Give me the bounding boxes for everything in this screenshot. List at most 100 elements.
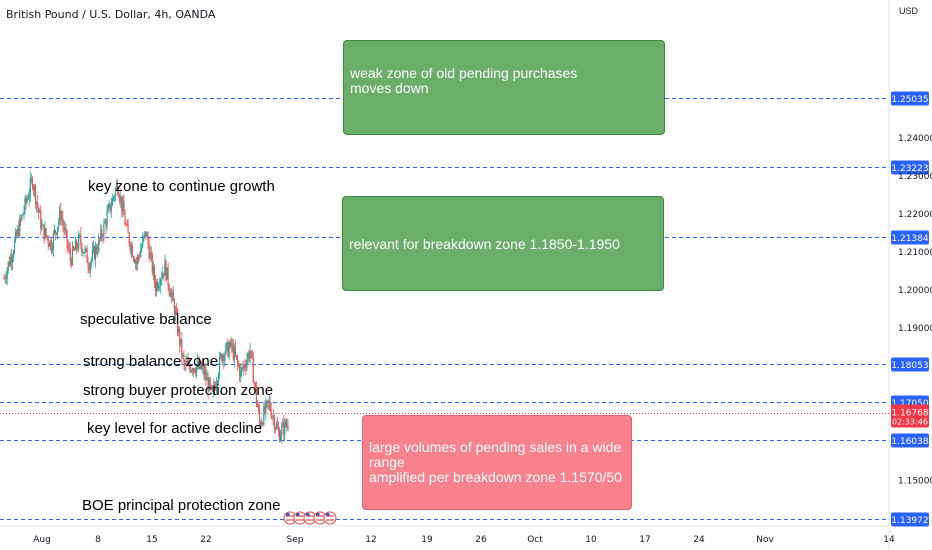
candle-body bbox=[109, 203, 111, 212]
candle-body bbox=[49, 240, 51, 247]
candle-body bbox=[36, 202, 38, 205]
candle-body bbox=[251, 351, 253, 359]
candle-body bbox=[261, 422, 263, 426]
candle-body bbox=[133, 258, 135, 263]
time-tick-label: 8 bbox=[95, 535, 101, 545]
candle-body bbox=[102, 236, 104, 238]
note-box-breakdown-zone[interactable]: relevant for breakdown zone 1.1850-1.195… bbox=[342, 196, 664, 291]
flag-canton bbox=[296, 513, 300, 516]
current-price-label bbox=[891, 404, 929, 428]
candle-body bbox=[223, 355, 225, 362]
candle-body bbox=[88, 266, 90, 271]
candle-body bbox=[32, 187, 35, 190]
candle-body bbox=[215, 383, 218, 390]
candle-body bbox=[178, 328, 180, 334]
candlestick-series bbox=[3, 171, 289, 444]
horizontal-level-lines: 1.25035 1.23223 1.21384 1.18053 1.17050 1.160… bbox=[0, 91, 929, 527]
candle-body bbox=[272, 416, 274, 418]
candle-body bbox=[72, 246, 74, 250]
candle-body bbox=[119, 197, 121, 202]
candle-body bbox=[44, 228, 46, 240]
candle-body bbox=[286, 425, 288, 427]
note-line: moves down bbox=[350, 80, 429, 96]
candle-body bbox=[39, 211, 41, 213]
candle-body bbox=[154, 281, 157, 292]
candle-body bbox=[71, 246, 73, 265]
candle-body bbox=[277, 428, 280, 432]
note-line: large volumes of pending sales in a wide… bbox=[369, 439, 622, 470]
note-line: relevant for breakdown zone 1.1850-1.195… bbox=[349, 236, 620, 252]
candle-body bbox=[22, 214, 24, 216]
us-flag-icon[interactable] bbox=[323, 511, 337, 525]
candle-body bbox=[265, 401, 267, 413]
candle-body bbox=[199, 361, 201, 368]
candle-body bbox=[180, 339, 182, 345]
candle-body bbox=[227, 342, 229, 357]
candle-body bbox=[41, 226, 43, 230]
candle-body bbox=[168, 285, 170, 292]
candle-body bbox=[249, 351, 251, 359]
candle-body bbox=[193, 368, 195, 372]
candle-body bbox=[53, 230, 56, 234]
candle-body bbox=[195, 366, 198, 374]
candle-body bbox=[103, 222, 105, 237]
candle-body bbox=[23, 211, 25, 215]
candle-body bbox=[196, 361, 199, 367]
price-axis-panel[interactable] bbox=[889, 0, 932, 550]
note-box-pending-sales[interactable]: large volumes of pending sales in a wide… bbox=[362, 415, 632, 510]
candle-body bbox=[115, 183, 118, 189]
candle-body bbox=[243, 364, 245, 369]
candle-body bbox=[43, 224, 45, 240]
chart-annotation[interactable]: strong balance zone bbox=[83, 353, 218, 370]
candle-body bbox=[233, 348, 235, 360]
candle-body bbox=[225, 344, 227, 355]
candle-body bbox=[27, 199, 29, 200]
candle-body bbox=[19, 218, 21, 236]
candle-body bbox=[150, 252, 152, 255]
candle-body bbox=[52, 233, 54, 249]
chart-title: British Pound / U.S. Dollar, 4h, OANDA bbox=[6, 8, 216, 21]
candle-body bbox=[275, 424, 277, 429]
candle-body bbox=[244, 364, 246, 367]
candle-body bbox=[208, 379, 210, 392]
candle-body bbox=[187, 360, 189, 363]
candle-body bbox=[50, 240, 52, 251]
chart-annotation[interactable]: speculative balance bbox=[80, 311, 212, 328]
candle-body bbox=[201, 366, 203, 369]
candle-body bbox=[220, 354, 222, 357]
note-box-weak-zone[interactable]: weak zone of old pending purchases moves… bbox=[343, 40, 665, 135]
candle-body bbox=[91, 250, 93, 259]
candle-body bbox=[279, 432, 281, 441]
candle-body bbox=[62, 218, 64, 225]
candle-body bbox=[17, 227, 19, 236]
economic-event-icons[interactable] bbox=[283, 511, 337, 525]
candle-body bbox=[170, 293, 172, 297]
time-tick-label: 22 bbox=[200, 535, 211, 545]
candle-body bbox=[222, 355, 224, 361]
candle-body bbox=[63, 224, 65, 231]
candle-body bbox=[247, 353, 249, 360]
candle-body bbox=[165, 260, 167, 280]
chart-annotation[interactable]: strong buyer protection zone bbox=[83, 382, 273, 399]
time-tick-label: 12 bbox=[365, 535, 376, 545]
candle-body bbox=[273, 417, 275, 430]
candle-body bbox=[131, 245, 133, 257]
chart-annotation[interactable]: BOE principal protection zone bbox=[82, 497, 280, 514]
candle-body bbox=[28, 194, 30, 199]
chart-annotation[interactable]: key level for active decline bbox=[87, 420, 262, 437]
time-tick-label: Sep bbox=[287, 535, 304, 545]
candle-body bbox=[231, 345, 233, 347]
candle-body bbox=[9, 256, 11, 266]
candle-body bbox=[264, 406, 266, 413]
candle-body bbox=[96, 246, 98, 253]
candle-body bbox=[128, 232, 130, 244]
candle-body bbox=[267, 400, 269, 403]
note-line: weak zone of old pending purchases bbox=[350, 65, 578, 81]
candle-body bbox=[200, 361, 202, 369]
candle-body bbox=[78, 235, 80, 249]
chart-annotation[interactable]: key zone to continue growth bbox=[88, 178, 275, 195]
candle-body bbox=[47, 237, 49, 244]
candle-body bbox=[13, 241, 16, 254]
candle-body bbox=[108, 203, 110, 208]
